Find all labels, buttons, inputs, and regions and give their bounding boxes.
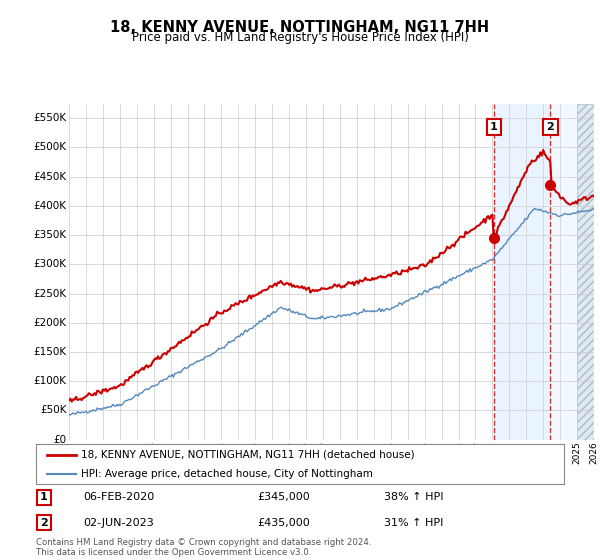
Text: £300K: £300K: [34, 259, 67, 269]
Bar: [577, 104, 594, 440]
Text: £450K: £450K: [33, 172, 67, 181]
Text: £550K: £550K: [33, 113, 67, 123]
Text: 02-JUN-2023: 02-JUN-2023: [83, 517, 154, 528]
Text: 38% ↑ HPI: 38% ↑ HPI: [385, 492, 444, 502]
Text: Contains HM Land Registry data © Crown copyright and database right 2024.
This d: Contains HM Land Registry data © Crown c…: [36, 538, 371, 557]
Text: Price paid vs. HM Land Registry's House Price Index (HPI): Price paid vs. HM Land Registry's House …: [131, 31, 469, 44]
Text: £400K: £400K: [34, 201, 67, 211]
Text: 31% ↑ HPI: 31% ↑ HPI: [385, 517, 444, 528]
Text: £500K: £500K: [34, 142, 67, 152]
Text: £435,000: £435,000: [258, 517, 311, 528]
Text: 2: 2: [547, 122, 554, 132]
Text: 18, KENNY AVENUE, NOTTINGHAM, NG11 7HH: 18, KENNY AVENUE, NOTTINGHAM, NG11 7HH: [110, 20, 490, 35]
Text: £250K: £250K: [33, 288, 67, 298]
Text: £350K: £350K: [33, 230, 67, 240]
Text: 06-FEB-2020: 06-FEB-2020: [83, 492, 155, 502]
Text: £100K: £100K: [34, 376, 67, 386]
Text: £50K: £50K: [40, 405, 67, 416]
Text: 2: 2: [40, 517, 48, 528]
Bar: [494, 104, 550, 440]
Text: £150K: £150K: [33, 347, 67, 357]
Text: HPI: Average price, detached house, City of Nottingham: HPI: Average price, detached house, City…: [81, 469, 373, 479]
Text: £0: £0: [53, 435, 67, 445]
Text: £345,000: £345,000: [258, 492, 311, 502]
Bar: [550, 104, 577, 440]
Text: £200K: £200K: [34, 318, 67, 328]
Text: 18, KENNY AVENUE, NOTTINGHAM, NG11 7HH (detached house): 18, KENNY AVENUE, NOTTINGHAM, NG11 7HH (…: [81, 450, 415, 460]
Text: 1: 1: [40, 492, 48, 502]
Text: 1: 1: [490, 122, 497, 132]
